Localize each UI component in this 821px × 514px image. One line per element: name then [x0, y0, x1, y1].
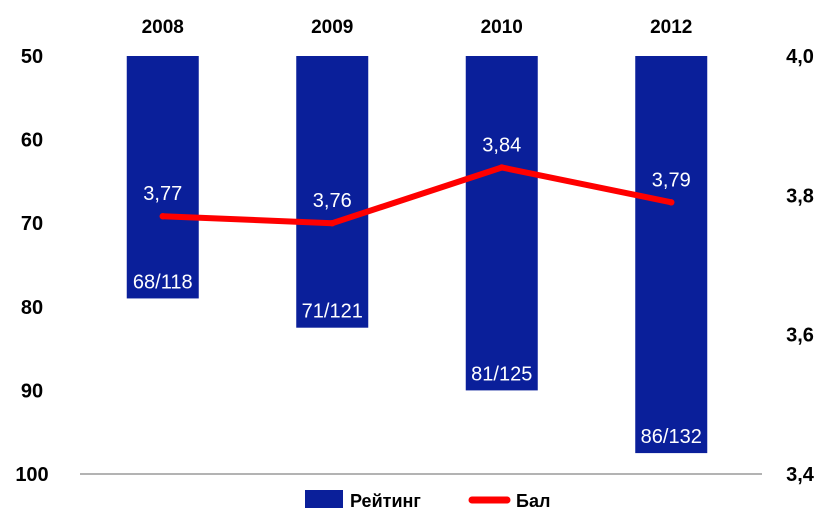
legend-label-rating: Рейтинг — [350, 491, 421, 511]
left-axis-tick: 50 — [21, 46, 43, 68]
line-data-label: 3,76 — [313, 190, 352, 212]
bar-data-label: 86/132 — [641, 426, 702, 448]
line-point — [498, 164, 505, 171]
bar-2008 — [126, 56, 199, 299]
left-axis-tick: 90 — [21, 380, 43, 402]
line-point — [159, 213, 166, 220]
line-data-label: 3,77 — [143, 183, 182, 205]
bar-data-label: 81/125 — [471, 363, 532, 385]
right-axis-tick: 3,8 — [786, 185, 814, 207]
bar-data-label: 71/121 — [302, 301, 363, 323]
bar-2009 — [296, 56, 369, 328]
right-axis-tick: 3,6 — [786, 325, 814, 347]
line-series-bal — [159, 164, 675, 227]
bar-2012 — [635, 56, 708, 454]
legend-swatch-rating — [305, 490, 343, 508]
bar-2010 — [465, 56, 538, 391]
right-axis-tick: 3,4 — [786, 464, 815, 486]
bar-data-label: 68/118 — [133, 271, 193, 293]
left-axis-tick: 60 — [21, 130, 43, 152]
x-tick-label: 2009 — [311, 17, 353, 38]
x-tick-label: 2012 — [650, 17, 692, 38]
line-point — [668, 199, 675, 206]
line-data-label: 3,79 — [652, 169, 691, 191]
left-axis-tick: 70 — [21, 213, 43, 235]
line-point — [329, 220, 336, 227]
right-axis-tick: 4,0 — [786, 46, 814, 68]
x-tick-label: 2010 — [481, 17, 523, 38]
left-axis-tick: 80 — [21, 297, 43, 319]
left-axis-tick: 100 — [15, 464, 48, 486]
x-tick-label: 2008 — [142, 17, 184, 38]
legend-label-bal: Бал — [516, 491, 550, 511]
line-data-label: 3,84 — [482, 134, 521, 156]
